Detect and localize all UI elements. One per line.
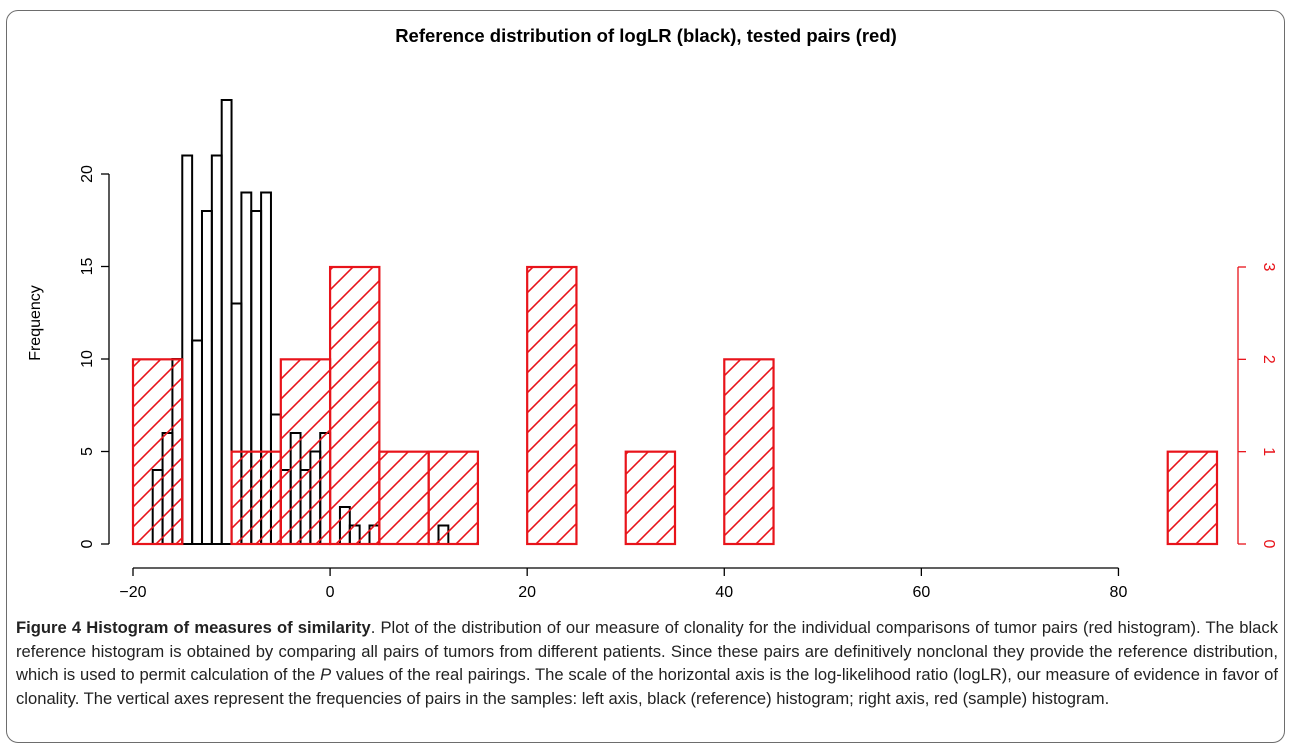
caption-p-italic: P (320, 665, 332, 684)
tested-pairs-bar (723, 358, 775, 546)
reference-bar (220, 99, 233, 545)
x-tick-label: 20 (518, 584, 536, 601)
tested-pairs-bar (526, 265, 578, 546)
caption-text-2: values of the real pairings. The scale o… (16, 665, 1278, 708)
y-right-tick-label: 2 (1260, 355, 1277, 364)
y-right-tick-label: 1 (1260, 447, 1277, 456)
tested-pairs-bar (230, 450, 282, 546)
figure-caption: Figure 4 Histogram of measures of simila… (16, 616, 1278, 710)
y-left-tick-label: 0 (79, 539, 96, 548)
y-axis-right: 0 1 2 3 (1237, 263, 1277, 549)
chart-title: Reference distribution of logLR (black),… (395, 25, 897, 46)
y-left-tick-label: 10 (79, 350, 96, 368)
tested-pairs-bar (378, 450, 430, 546)
reference-bar (181, 154, 194, 545)
tested-pairs-bars (131, 265, 1219, 546)
figure-frame (6, 10, 1285, 743)
y-left-tick-label: 20 (79, 165, 96, 183)
tested-pairs-bar (427, 450, 480, 546)
y-right-tick-label: 0 (1260, 540, 1277, 549)
y-right-tick-label: 3 (1260, 263, 1277, 272)
x-tick-label: 40 (715, 584, 733, 601)
x-tick-label: 80 (1110, 584, 1128, 601)
x-tick-label: 0 (326, 584, 335, 601)
x-axis: −20 0 20 40 60 80 (119, 567, 1128, 601)
tested-pairs-bar (1166, 450, 1219, 546)
reference-bar (210, 154, 223, 545)
x-tick-label: −20 (119, 584, 146, 601)
caption-label: Figure 4 Histogram of measures of simila… (16, 618, 371, 637)
tested-pairs-bar (328, 265, 381, 546)
x-tick-label: 60 (912, 584, 930, 601)
y-left-tick-label: 5 (79, 447, 96, 456)
tested-pairs-bar (131, 358, 184, 546)
reference-bar (200, 210, 213, 545)
y-left-tick-label: 15 (79, 258, 96, 276)
y-axis-left: 0 5 10 15 20 (79, 165, 110, 548)
tested-pairs-bar (279, 358, 332, 546)
histogram-chart: Reference distribution of logLR (black),… (27, 25, 1277, 601)
reference-bar (191, 339, 203, 545)
tested-pairs-bar (624, 450, 677, 546)
caption-text-1: . Plot of the distribution of our measur… (16, 618, 1278, 684)
y-axis-label: Frequency (27, 285, 44, 361)
